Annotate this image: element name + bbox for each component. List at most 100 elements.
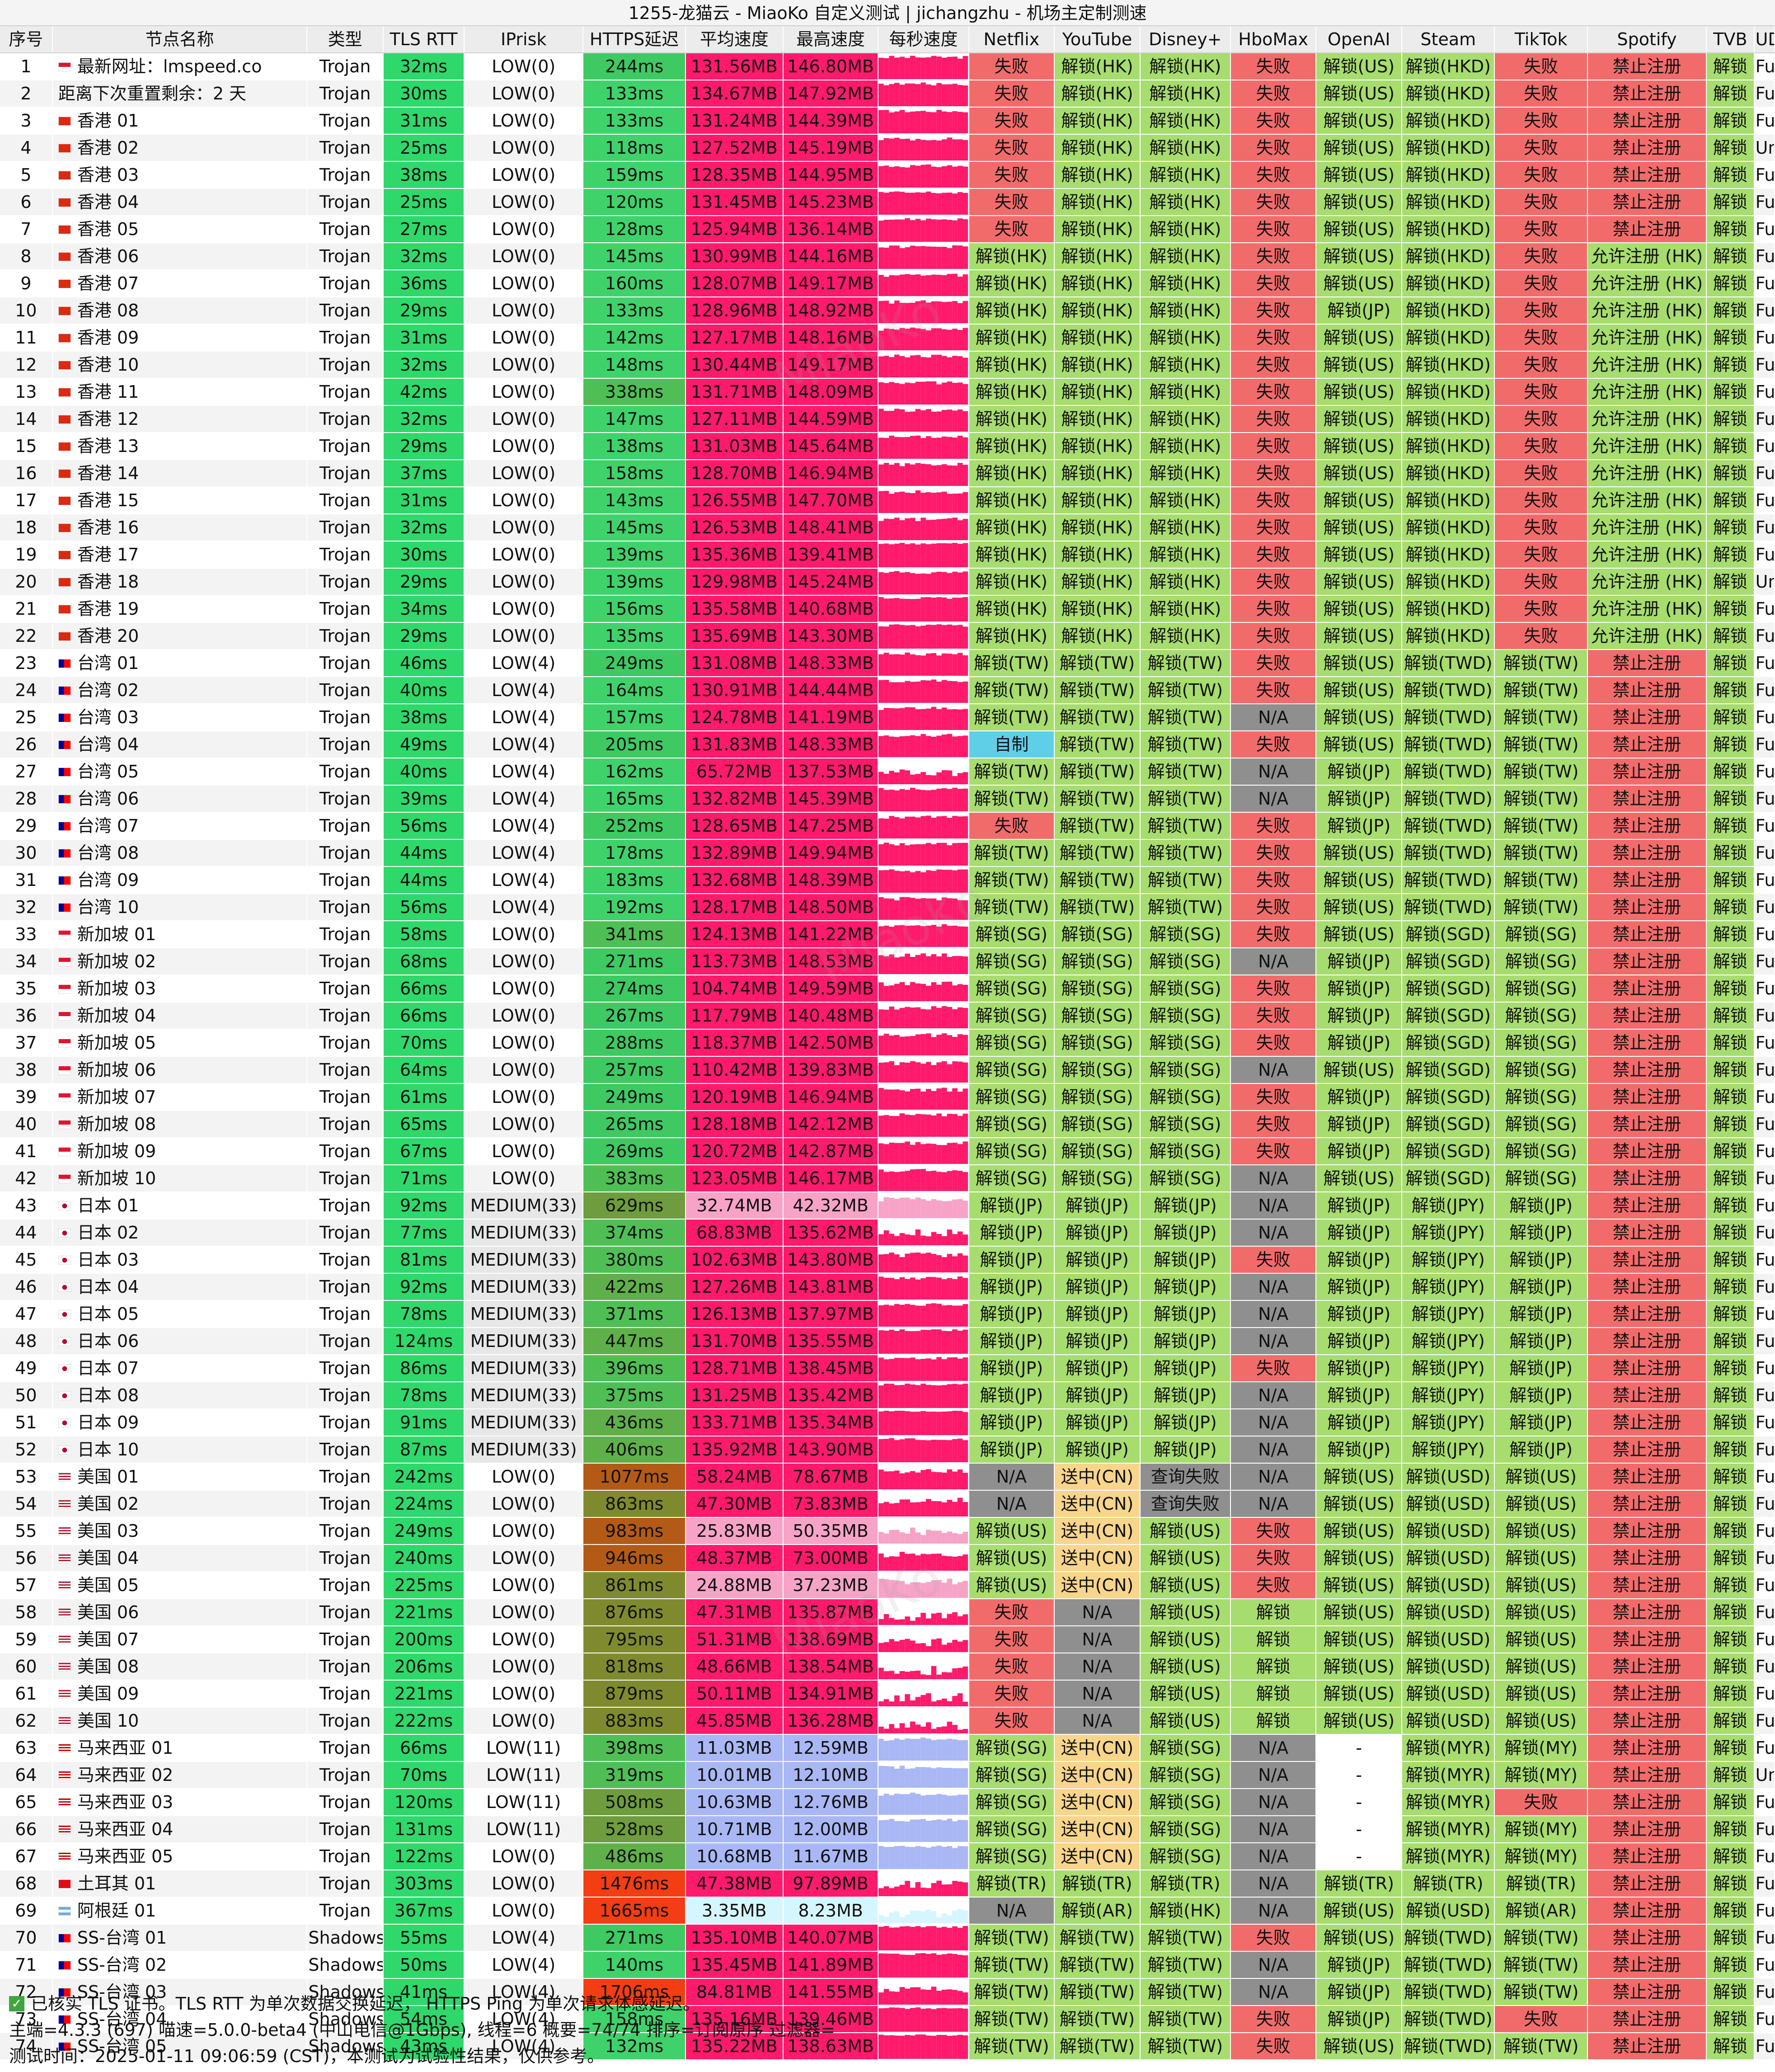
- table-row[interactable]: 39 新加坡 07 Trojan 61ms LOW(0) 249ms 120.19MB 146…: [0, 1083, 1775, 1111]
- table-row[interactable]: 10 香港 08 Trojan 29ms LOW(0) 133ms 128.96MB 148.…: [0, 297, 1775, 325]
- column-header[interactable]: Netflix: [968, 26, 1055, 53]
- table-row[interactable]: 23 台湾 01 Trojan 46ms LOW(4) 249ms 131.08MB 148.…: [0, 650, 1775, 677]
- table-row[interactable]: 12 香港 10 Trojan 32ms LOW(0) 148ms 130.44MB 149.…: [0, 351, 1775, 379]
- table-row[interactable]: 59 美国 07 Trojan 200ms LOW(0) 795ms 51.31MB 138.…: [0, 1626, 1775, 1653]
- table-row[interactable]: 33 新加坡 01 Trojan 58ms LOW(0) 341ms 124.13MB 141…: [0, 921, 1775, 948]
- column-header[interactable]: 平均速度: [685, 26, 784, 53]
- table-row[interactable]: 67 马来西亚 05 Trojan 122ms LOW(0) 486ms 10.68MB 11…: [0, 1843, 1775, 1870]
- sparkline-bar: [900, 1143, 905, 1164]
- table-row[interactable]: 11 香港 09 Trojan 31ms LOW(0) 142ms 127.17MB 148.…: [0, 324, 1775, 352]
- table-row[interactable]: 61 美国 09 Trojan 221ms LOW(0) 879ms 50.11MB 134.…: [0, 1680, 1775, 1708]
- table-row[interactable]: 42 新加坡 10 Trojan 71ms LOW(0) 383ms 123.05MB 146…: [0, 1165, 1775, 1192]
- column-header[interactable]: Spotify: [1587, 26, 1707, 53]
- table-row[interactable]: 54 美国 02 Trojan 224ms LOW(0) 863ms 47.30MB 73.8…: [0, 1490, 1775, 1518]
- table-row[interactable]: 18 香港 16 Trojan 32ms LOW(0) 145ms 126.53MB 148.…: [0, 514, 1775, 542]
- table-row[interactable]: 40 新加坡 08 Trojan 65ms LOW(0) 265ms 128.18MB 142…: [0, 1111, 1775, 1138]
- table-row[interactable]: 30 台湾 08 Trojan 44ms LOW(4) 178ms 132.89MB 149.…: [0, 839, 1775, 867]
- table-row[interactable]: 32 台湾 10 Trojan 56ms LOW(4) 192ms 128.17MB 148.…: [0, 894, 1775, 921]
- column-header[interactable]: 类型: [307, 26, 384, 53]
- table-row[interactable]: 25 台湾 03 Trojan 38ms LOW(4) 157ms 124.78MB 141.…: [0, 704, 1775, 731]
- table-row[interactable]: 14 香港 12 Trojan 32ms LOW(0) 147ms 127.11MB 144.…: [0, 405, 1775, 433]
- table-row[interactable]: 21 香港 19 Trojan 34ms LOW(0) 156ms 135.58MB 140.…: [0, 595, 1775, 623]
- udp-type: Unknown: [1754, 1761, 1775, 1789]
- column-header[interactable]: HboMax: [1230, 26, 1317, 53]
- column-header[interactable]: 序号: [0, 26, 53, 53]
- column-header[interactable]: IPrisk: [464, 26, 584, 53]
- sparkline-bar: [884, 165, 889, 188]
- table-row[interactable]: 51 日本 09 Trojan 91ms MEDIUM(33) 436ms 133.71MB…: [0, 1409, 1775, 1436]
- column-header[interactable]: Steam: [1402, 26, 1495, 53]
- table-row[interactable]: 5 香港 03 Trojan 38ms LOW(0) 159ms 128.35MB 144.9…: [0, 161, 1775, 189]
- table-row[interactable]: 43 日本 01 Trojan 92ms MEDIUM(33) 629ms 32.74MB 4…: [0, 1192, 1775, 1220]
- column-header[interactable]: 每秒速度: [878, 26, 969, 53]
- table-row[interactable]: 31 台湾 09 Trojan 44ms LOW(4) 183ms 132.68MB 148.…: [0, 866, 1775, 894]
- table-row[interactable]: 20 香港 18 Trojan 29ms LOW(0) 139ms 129.98MB 145.…: [0, 568, 1775, 596]
- table-row[interactable]: 7 香港 05 Trojan 27ms LOW(0) 128ms 125.94MB 136.1…: [0, 216, 1775, 243]
- tls-rtt: 34ms: [383, 595, 465, 623]
- table-row[interactable]: 47 日本 05 Trojan 78ms MEDIUM(33) 371ms 126.13MB…: [0, 1300, 1775, 1328]
- table-row[interactable]: 68 土耳其 01 Trojan 303ms LOW(0) 1476ms 47.38MB 97…: [0, 1870, 1775, 1898]
- table-row[interactable]: 22 香港 20 Trojan 29ms LOW(0) 135ms 135.69MB 143.…: [0, 622, 1775, 650]
- table-row[interactable]: 15 香港 13 Trojan 29ms LOW(0) 138ms 131.03MB 145.…: [0, 433, 1775, 460]
- table-row[interactable]: 46 日本 04 Trojan 92ms MEDIUM(33) 422ms 127.26MB…: [0, 1273, 1775, 1301]
- table-row[interactable]: 45 日本 03 Trojan 81ms MEDIUM(33) 380ms 102.63MB…: [0, 1246, 1775, 1274]
- table-row[interactable]: 60 美国 08 Trojan 206ms LOW(0) 818ms 48.66MB 138.…: [0, 1653, 1775, 1681]
- table-row[interactable]: 29 台湾 07 Trojan 56ms LOW(4) 252ms 128.65MB 147.…: [0, 812, 1775, 840]
- table-row[interactable]: 63 马来西亚 01 Trojan 66ms LOW(11) 398ms 11.03MB 12…: [0, 1734, 1775, 1762]
- table-row[interactable]: 26 台湾 04 Trojan 49ms LOW(4) 205ms 131.83MB 148.…: [0, 731, 1775, 758]
- column-header[interactable]: TLS RTT: [383, 26, 465, 53]
- table-row[interactable]: 53 美国 01 Trojan 242ms LOW(0) 1077ms 58.24MB 78.…: [0, 1463, 1775, 1491]
- table-row[interactable]: 55 美国 03 Trojan 249ms LOW(0) 983ms 25.83MB 50.3…: [0, 1517, 1775, 1545]
- table-row[interactable]: 34 新加坡 02 Trojan 68ms LOW(0) 271ms 113.73MB 148…: [0, 948, 1775, 975]
- table-row[interactable]: 6 香港 04 Trojan 25ms LOW(0) 120ms 131.45MB 145.2…: [0, 188, 1775, 216]
- table-row[interactable]: 28 台湾 06 Trojan 39ms LOW(4) 165ms 132.82MB 145.…: [0, 785, 1775, 813]
- table-row[interactable]: 50 日本 08 Trojan 78ms MEDIUM(33) 375ms 131.25MB…: [0, 1382, 1775, 1409]
- table-row[interactable]: 36 新加坡 04 Trojan 66ms LOW(0) 267ms 117.79MB 140…: [0, 1002, 1775, 1030]
- table-row[interactable]: 69 阿根廷 01 Trojan 367ms LOW(0) 1665ms 3.35MB 8.2…: [0, 1897, 1775, 1925]
- table-row[interactable]: 35 新加坡 03 Trojan 66ms LOW(0) 274ms 104.74MB 149…: [0, 975, 1775, 1003]
- table-row[interactable]: 4 香港 02 Trojan 25ms LOW(0) 118ms 127.52MB 145.1…: [0, 134, 1775, 162]
- column-header[interactable]: YouTube: [1054, 26, 1141, 53]
- table-row[interactable]: 58 美国 06 Trojan 221ms LOW(0) 876ms 47.31MB 135.…: [0, 1599, 1775, 1626]
- table-row[interactable]: 41 新加坡 09 Trojan 67ms LOW(0) 269ms 120.72MB 142…: [0, 1138, 1775, 1165]
- table-row[interactable]: 65 马来西亚 03 Trojan 120ms LOW(11) 508ms 10.63MB 1…: [0, 1789, 1775, 1816]
- table-row[interactable]: 44 日本 02 Trojan 77ms MEDIUM(33) 374ms 68.83MB 1…: [0, 1219, 1775, 1247]
- table-row[interactable]: 37 新加坡 05 Trojan 70ms LOW(0) 288ms 118.37MB 142…: [0, 1029, 1775, 1057]
- table-row[interactable]: 57 美国 05 Trojan 225ms LOW(0) 861ms 24.88MB 37.2…: [0, 1572, 1775, 1599]
- table-row[interactable]: 52 日本 10 Trojan 87ms MEDIUM(33) 406ms 135.92MB…: [0, 1436, 1775, 1464]
- tls-rtt: 42ms: [383, 378, 465, 406]
- table-row[interactable]: 49 日本 07 Trojan 86ms MEDIUM(33) 396ms 128.71MB…: [0, 1355, 1775, 1382]
- table-row[interactable]: 24 台湾 02 Trojan 40ms LOW(4) 164ms 130.91MB 144.…: [0, 677, 1775, 704]
- table-row[interactable]: 2 距离下次重置剩余：2 天 Trojan 30ms LOW(0) 133ms 134.67…: [0, 80, 1775, 108]
- table-row[interactable]: 56 美国 04 Trojan 240ms LOW(0) 946ms 48.37MB 73.0…: [0, 1545, 1775, 1572]
- column-header[interactable]: TVB: [1706, 26, 1755, 53]
- column-header[interactable]: UDP类型: [1754, 26, 1775, 53]
- column-header[interactable]: HTTPS延迟: [583, 26, 686, 53]
- table-row[interactable]: 1 最新网址：lmspeed.co Trojan 32ms LOW(0) 244ms 131…: [0, 53, 1775, 80]
- table-row[interactable]: 19 香港 17 Trojan 30ms LOW(0) 139ms 135.36MB 139.…: [0, 541, 1775, 569]
- column-header[interactable]: OpenAI: [1316, 26, 1403, 53]
- table-row[interactable]: 9 香港 07 Trojan 36ms LOW(0) 160ms 128.07MB 149.1…: [0, 270, 1775, 297]
- table-row[interactable]: 8 香港 06 Trojan 32ms LOW(0) 145ms 130.99MB 144.1…: [0, 243, 1775, 270]
- table-row[interactable]: 48 日本 06 Trojan 124ms MEDIUM(33) 447ms 131.70M…: [0, 1328, 1775, 1355]
- table-row[interactable]: 64 马来西亚 02 Trojan 70ms LOW(11) 319ms 10.01MB 12…: [0, 1761, 1775, 1789]
- table-row[interactable]: 62 美国 10 Trojan 222ms LOW(0) 883ms 45.85MB 136.…: [0, 1707, 1775, 1735]
- column-header[interactable]: 最高速度: [783, 26, 879, 53]
- table-row[interactable]: 38 新加坡 06 Trojan 64ms LOW(0) 257ms 110.42MB 139…: [0, 1056, 1775, 1084]
- column-header[interactable]: TikTok: [1494, 26, 1588, 53]
- column-header[interactable]: Disney+: [1140, 26, 1231, 53]
- column-header[interactable]: 节点名称: [52, 26, 308, 53]
- per-second-speed-sparkline: [878, 351, 969, 379]
- table-row[interactable]: 27 台湾 05 Trojan 40ms LOW(4) 162ms 65.72MB 137.5…: [0, 758, 1775, 786]
- table-row[interactable]: 66 马来西亚 04 Trojan 131ms LOW(11) 528ms 10.71MB 1…: [0, 1816, 1775, 1843]
- sparkline-bar: [900, 1233, 905, 1245]
- table-row[interactable]: 16 香港 14 Trojan 37ms LOW(0) 158ms 128.70MB 146.…: [0, 460, 1775, 487]
- table-row[interactable]: 3 香港 01 Trojan 31ms LOW(0) 133ms 131.24MB 144.3…: [0, 107, 1775, 135]
- table-row[interactable]: 17 香港 15 Trojan 31ms LOW(0) 143ms 126.55MB 147.…: [0, 487, 1775, 514]
- table-row[interactable]: 13 香港 11 Trojan 42ms LOW(0) 338ms 131.71MB 148.…: [0, 378, 1775, 406]
